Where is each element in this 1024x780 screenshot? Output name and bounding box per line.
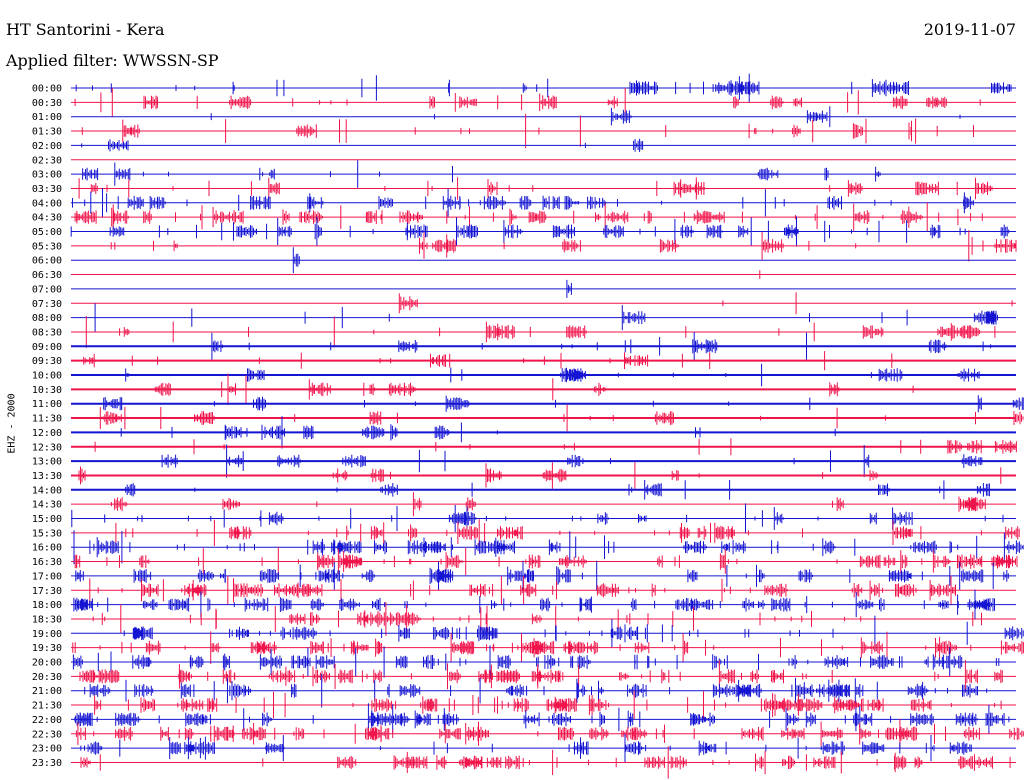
trace-signal xyxy=(110,230,1017,262)
row-time-label: 06:00 xyxy=(32,256,62,267)
trace-signal xyxy=(115,519,1020,547)
trace-signal xyxy=(125,363,980,387)
row-time-label: 09:30 xyxy=(32,356,62,367)
row-time-label: 09:00 xyxy=(32,342,62,353)
row-time-label: 05:30 xyxy=(32,241,62,252)
trace-signal xyxy=(70,216,1010,247)
row-time-label: 16:00 xyxy=(32,543,62,554)
trace-rows: 00:00 00:30 01:00 01:30 02:00 02:30 03:00 03:30… xyxy=(32,73,1024,779)
trace-signal xyxy=(211,332,992,361)
row-time-label: 13:30 xyxy=(32,471,62,482)
row-time-label: 19:30 xyxy=(32,643,62,654)
trace-signal xyxy=(110,492,986,517)
row-time-label: 03:30 xyxy=(32,184,62,195)
row-time-label: 14:30 xyxy=(32,500,62,511)
row-time-label: 05:00 xyxy=(32,227,62,238)
row-time-label: 10:00 xyxy=(32,371,62,382)
row-time-label: 18:00 xyxy=(32,600,62,611)
trace-signal xyxy=(120,416,836,449)
row-time-label: 02:30 xyxy=(32,155,62,166)
trace-signal xyxy=(99,404,1024,432)
row-time-label: 22:00 xyxy=(32,715,62,726)
trace-signal xyxy=(292,247,300,274)
trace-signal xyxy=(94,438,1017,456)
row-time-label: 21:00 xyxy=(32,686,62,697)
trace-signal xyxy=(123,615,1024,651)
trace-signal xyxy=(75,73,1012,103)
trace-signal xyxy=(84,673,988,708)
trace-signal xyxy=(74,703,1010,736)
trace-signal xyxy=(82,160,881,188)
row-time-label: 20:30 xyxy=(32,672,62,683)
trace-signal xyxy=(85,316,996,348)
trace-signal xyxy=(94,303,998,332)
trace-signal xyxy=(89,575,956,606)
row-time-label: 15:30 xyxy=(32,528,62,539)
row-time-label: 13:00 xyxy=(32,457,62,468)
trace-signal xyxy=(83,351,893,371)
trace-signal xyxy=(94,690,1002,720)
row-time-label: 12:00 xyxy=(32,428,62,439)
trace-signal xyxy=(80,746,1011,779)
row-time-label: 15:00 xyxy=(32,514,62,525)
trace-signal xyxy=(79,660,1003,693)
row-time-label: 17:00 xyxy=(32,571,62,582)
row-time-label: 08:30 xyxy=(32,327,62,338)
trace-signal xyxy=(210,106,961,128)
row-time-label: 07:30 xyxy=(32,299,62,310)
row-time-label: 12:30 xyxy=(32,442,62,453)
row-time-label: 02:00 xyxy=(32,141,62,152)
trace-signal xyxy=(154,373,914,406)
trace-signal xyxy=(125,480,990,500)
trace-signal xyxy=(71,503,1004,534)
trace-signal xyxy=(72,188,974,218)
row-time-label: 01:00 xyxy=(32,112,62,123)
trace-signal xyxy=(398,292,1013,315)
trace-signal xyxy=(92,602,982,636)
trace-signal xyxy=(75,560,1009,591)
row-time-label: 11:30 xyxy=(32,414,62,425)
row-time-label: 16:30 xyxy=(32,557,62,568)
row-time-label: 03:00 xyxy=(32,170,62,181)
trace-signal xyxy=(80,734,972,762)
row-time-label: 21:30 xyxy=(32,701,62,712)
row-time-label: 14:00 xyxy=(32,485,62,496)
trace-signal xyxy=(78,177,993,200)
trace-signal xyxy=(566,279,572,298)
row-time-label: 18:30 xyxy=(32,614,62,625)
row-time-label: 10:30 xyxy=(32,385,62,396)
row-time-label: 04:00 xyxy=(32,198,62,209)
trace-signal xyxy=(81,113,974,149)
trace-signal xyxy=(161,444,983,478)
station-title: HT Santorini - Kera xyxy=(6,20,165,39)
trace-signal xyxy=(72,645,1000,679)
row-time-label: 04:30 xyxy=(32,213,62,224)
row-time-label: 00:00 xyxy=(32,84,62,95)
row-time-label: 19:00 xyxy=(32,629,62,640)
trace-signal xyxy=(81,138,644,152)
row-time-label: 20:00 xyxy=(32,658,62,669)
row-time-label: 08:00 xyxy=(32,313,62,324)
row-time-label: 17:30 xyxy=(32,586,62,597)
row-time-label: 23:00 xyxy=(32,744,62,755)
trace-signal xyxy=(73,589,995,620)
trace-signal xyxy=(103,395,1024,413)
row-time-label: 22:30 xyxy=(32,729,62,740)
trace-signal xyxy=(72,631,1024,664)
trace-signal xyxy=(74,202,983,232)
date-label: 2019-11-07 xyxy=(923,20,1016,39)
row-time-label: 11:00 xyxy=(32,399,62,410)
row-time-label: 01:30 xyxy=(32,127,62,138)
trace-signal xyxy=(75,718,1024,749)
trace-signal xyxy=(74,546,1018,577)
trace-signal xyxy=(73,530,1024,565)
row-time-label: 00:30 xyxy=(32,98,62,109)
filter-label: Applied filter: WWSSN-SP xyxy=(6,51,219,70)
trace-signal xyxy=(78,462,1002,489)
trace-signal xyxy=(74,87,981,117)
row-time-label: 07:00 xyxy=(32,284,62,295)
row-time-label: 06:30 xyxy=(32,270,62,281)
row-time-label: 23:30 xyxy=(32,758,62,769)
